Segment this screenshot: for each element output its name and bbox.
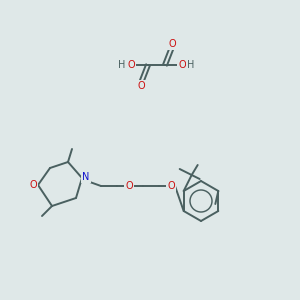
- Text: O: O: [137, 81, 145, 91]
- Text: H: H: [187, 60, 195, 70]
- Text: H: H: [118, 60, 126, 70]
- Text: O: O: [168, 39, 176, 49]
- Text: O: O: [125, 181, 133, 191]
- Text: O: O: [127, 60, 135, 70]
- Text: O: O: [178, 60, 186, 70]
- Text: N: N: [82, 172, 90, 182]
- Text: O: O: [167, 181, 175, 191]
- Text: O: O: [29, 180, 37, 190]
